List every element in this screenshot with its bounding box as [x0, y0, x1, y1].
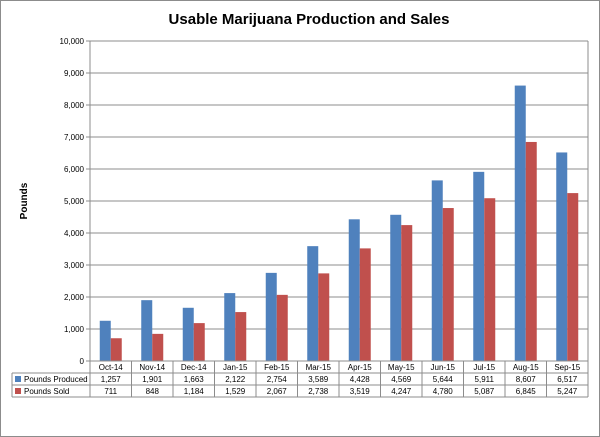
data-table-cell: 1,663	[184, 375, 205, 384]
data-table-cell: 2,754	[267, 375, 288, 384]
x-tick-label: Dec-14	[181, 363, 207, 372]
bar-sold	[442, 208, 454, 361]
data-table-cell: 1,184	[184, 387, 205, 396]
data-table-cell: 711	[104, 387, 117, 396]
y-tick-label: 2,000	[64, 293, 85, 302]
bar-produced	[307, 246, 319, 361]
bar-produced	[348, 219, 360, 361]
data-table-cell: 4,569	[391, 375, 412, 384]
data-table-cell: 6,845	[516, 387, 537, 396]
x-tick-label: Jan-15	[223, 363, 248, 372]
bar-sold	[152, 333, 164, 361]
bar-produced	[182, 307, 194, 361]
data-table-cell: 1,901	[142, 375, 163, 384]
x-tick-label: Oct-14	[99, 363, 124, 372]
data-table-cell: 1,257	[101, 375, 122, 384]
data-table-cell: 8,607	[516, 375, 537, 384]
data-table-cell: 5,087	[474, 387, 495, 396]
data-table-cell: 848	[146, 387, 160, 396]
y-tick-label: 8,000	[64, 101, 85, 110]
x-tick-label: Jul-15	[473, 363, 495, 372]
bar-produced	[224, 293, 236, 361]
bar-sold	[567, 193, 579, 361]
y-tick-label: 0	[80, 357, 85, 366]
bar-sold	[484, 198, 496, 361]
chart-title: Usable Marijuana Production and Sales	[169, 11, 450, 28]
data-table-cell: 5,644	[433, 375, 454, 384]
bar-sold	[110, 338, 122, 361]
y-tick-label: 10,000	[60, 37, 85, 46]
data-table-cell: 2,067	[267, 387, 288, 396]
legend-swatch	[15, 376, 21, 382]
x-tick-label: Nov-14	[139, 363, 165, 372]
bar-produced	[390, 214, 402, 361]
bar-sold	[525, 141, 537, 361]
legend-swatch	[15, 388, 21, 394]
data-table-cell: 4,247	[391, 387, 412, 396]
data-table-cell: 1,529	[225, 387, 246, 396]
bar-produced	[556, 152, 568, 361]
data-table-cell: 5,247	[557, 387, 578, 396]
bar-sold	[318, 273, 330, 361]
x-tick-label: Apr-15	[348, 363, 373, 372]
y-tick-label: 1,000	[64, 325, 85, 334]
data-table-cell: 4,780	[433, 387, 454, 396]
bar-sold	[401, 225, 413, 361]
bar-sold	[235, 312, 247, 361]
x-tick-label: May-15	[388, 363, 415, 372]
x-tick-label: Aug-15	[513, 363, 539, 372]
x-tick-label: Jun-15	[431, 363, 456, 372]
bar-produced	[99, 320, 111, 361]
bar-produced	[431, 180, 443, 361]
data-table-cell: 2,738	[308, 387, 329, 396]
y-tick-label: 5,000	[64, 197, 85, 206]
bar-sold	[276, 294, 288, 361]
data-table-cell: 3,519	[350, 387, 371, 396]
y-tick-label: 9,000	[64, 69, 85, 78]
bar-sold	[359, 248, 371, 361]
y-tick-label: 3,000	[64, 261, 85, 270]
y-axis-label: Pounds	[19, 182, 30, 219]
y-tick-label: 4,000	[64, 229, 85, 238]
x-tick-label: Sep-15	[554, 363, 580, 372]
bar-sold	[193, 323, 205, 361]
bar-produced	[473, 171, 485, 361]
data-table-cell: 2,122	[225, 375, 246, 384]
data-table-cell: 6,517	[557, 375, 578, 384]
data-table-cell: 5,911	[475, 375, 495, 384]
data-table-cell: 4,428	[350, 375, 371, 384]
bar-produced	[141, 300, 153, 361]
y-tick-label: 6,000	[64, 165, 85, 174]
bar-produced	[514, 85, 526, 362]
legend-entry: Pounds Sold	[24, 387, 69, 396]
legend-entry: Pounds Produced	[24, 375, 88, 384]
x-tick-label: Mar-15	[306, 363, 332, 372]
data-table-cell: 3,589	[308, 375, 329, 384]
x-tick-label: Feb-15	[264, 363, 290, 372]
bar-produced	[265, 272, 277, 361]
y-tick-label: 7,000	[64, 133, 85, 142]
